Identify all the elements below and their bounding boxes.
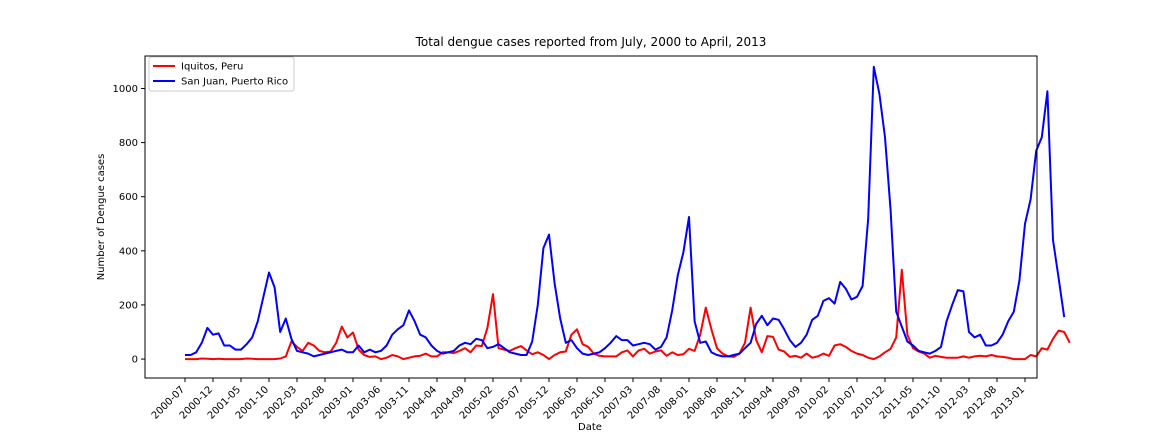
plot-area: 020040060080010002000-072000-122001-0520… [113, 55, 1071, 422]
series-line-san-juan [185, 65, 1066, 358]
legend-label: San Juan, Puerto Rico [181, 77, 288, 88]
axes-frame [144, 55, 1038, 379]
y-tick-label: 600 [119, 192, 138, 203]
y-axis-label: Number of Dengue cases [96, 154, 107, 281]
series-line-iquitos [185, 268, 1071, 361]
legend-label: Iquitos, Peru [181, 62, 243, 73]
legend-box [148, 56, 295, 92]
chart-title: Total dengue cases reported from July, 2… [415, 35, 767, 49]
y-tick-label: 1000 [113, 84, 138, 95]
y-tick-label: 400 [119, 246, 138, 257]
y-tick-label: 200 [119, 300, 138, 311]
y-tick-label: 800 [119, 138, 138, 149]
y-tick-label: 0 [132, 355, 138, 366]
x-axis-label: Date [578, 422, 602, 432]
legend: Iquitos, Peru San Juan, Puerto Rico [148, 56, 295, 92]
